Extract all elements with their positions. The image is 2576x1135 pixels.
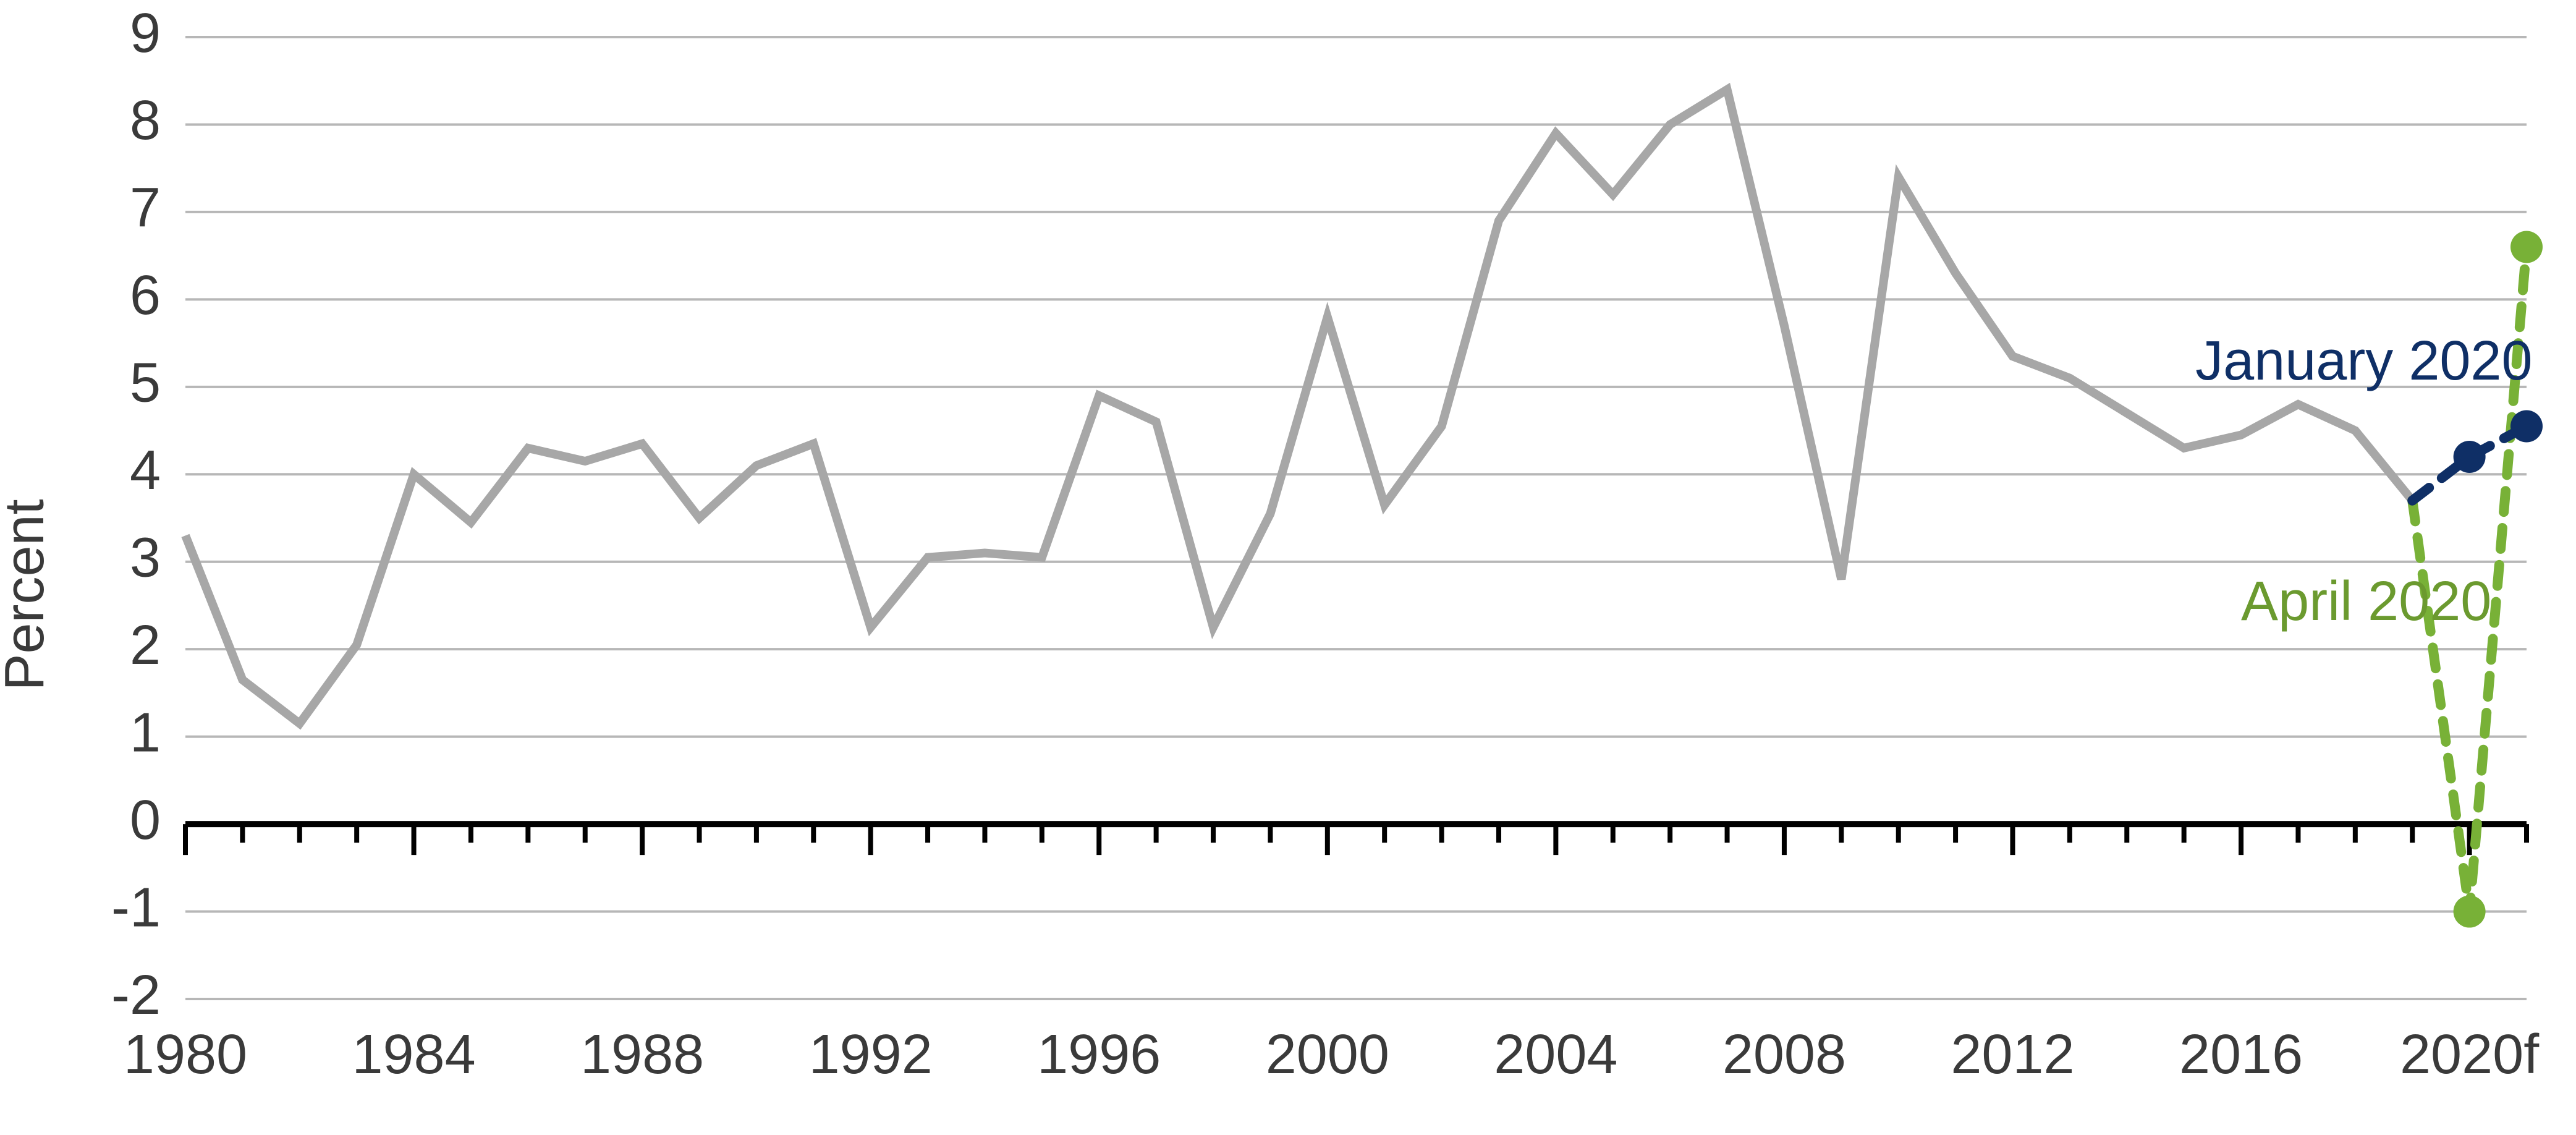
series-april-2020-label: April 2020 <box>2241 571 2491 632</box>
x-tick-label: 2016 <box>2179 1024 2303 1086</box>
y-tick-label: -1 <box>111 877 161 938</box>
x-tick-label: 2008 <box>1722 1024 1846 1086</box>
x-tick-label: 1988 <box>580 1024 704 1086</box>
y-tick-label: 1 <box>130 702 161 763</box>
x-tick-label: 2000 <box>1266 1024 1389 1086</box>
y-tick-label: 7 <box>130 177 161 239</box>
y-tick-label: 3 <box>130 527 161 589</box>
x-tick-label: 1984 <box>352 1024 475 1086</box>
series-april-2020-marker <box>2454 896 2486 928</box>
series-january-2020-marker <box>2454 441 2486 473</box>
y-tick-label: 0 <box>130 789 161 851</box>
y-axis-label: Percent <box>0 499 56 691</box>
x-tick-label: 1980 <box>124 1024 247 1086</box>
y-tick-label: 6 <box>130 265 161 326</box>
x-tick-label: 1992 <box>809 1024 933 1086</box>
y-tick-label: 2 <box>130 614 161 676</box>
x-tick-label: 2004 <box>1494 1024 1617 1086</box>
x-tick-label: 2012 <box>1951 1024 2074 1086</box>
chart-svg: -2 -1 0 1 2 3 4 5 6 7 8 9 1980 1984 1988 1992 1996 2000 20… <box>0 0 2576 1135</box>
y-tick-label: -2 <box>111 964 161 1026</box>
y-tick-label: 9 <box>130 2 161 64</box>
y-tick-label: 8 <box>130 90 161 151</box>
line-chart: -2 -1 0 1 2 3 4 5 6 7 8 9 1980 1984 1988 1992 1996 2000 20… <box>0 0 2576 1135</box>
y-tick-label: 4 <box>130 440 161 501</box>
series-january-2020-marker <box>2510 410 2543 442</box>
y-tick-label: 5 <box>130 352 161 414</box>
series-april-2020-marker <box>2510 231 2543 263</box>
series-january-2020-label: January 2020 <box>2195 330 2532 392</box>
x-tick-label: 1996 <box>1037 1024 1161 1086</box>
x-tick-label: 2020f <box>2400 1024 2540 1086</box>
